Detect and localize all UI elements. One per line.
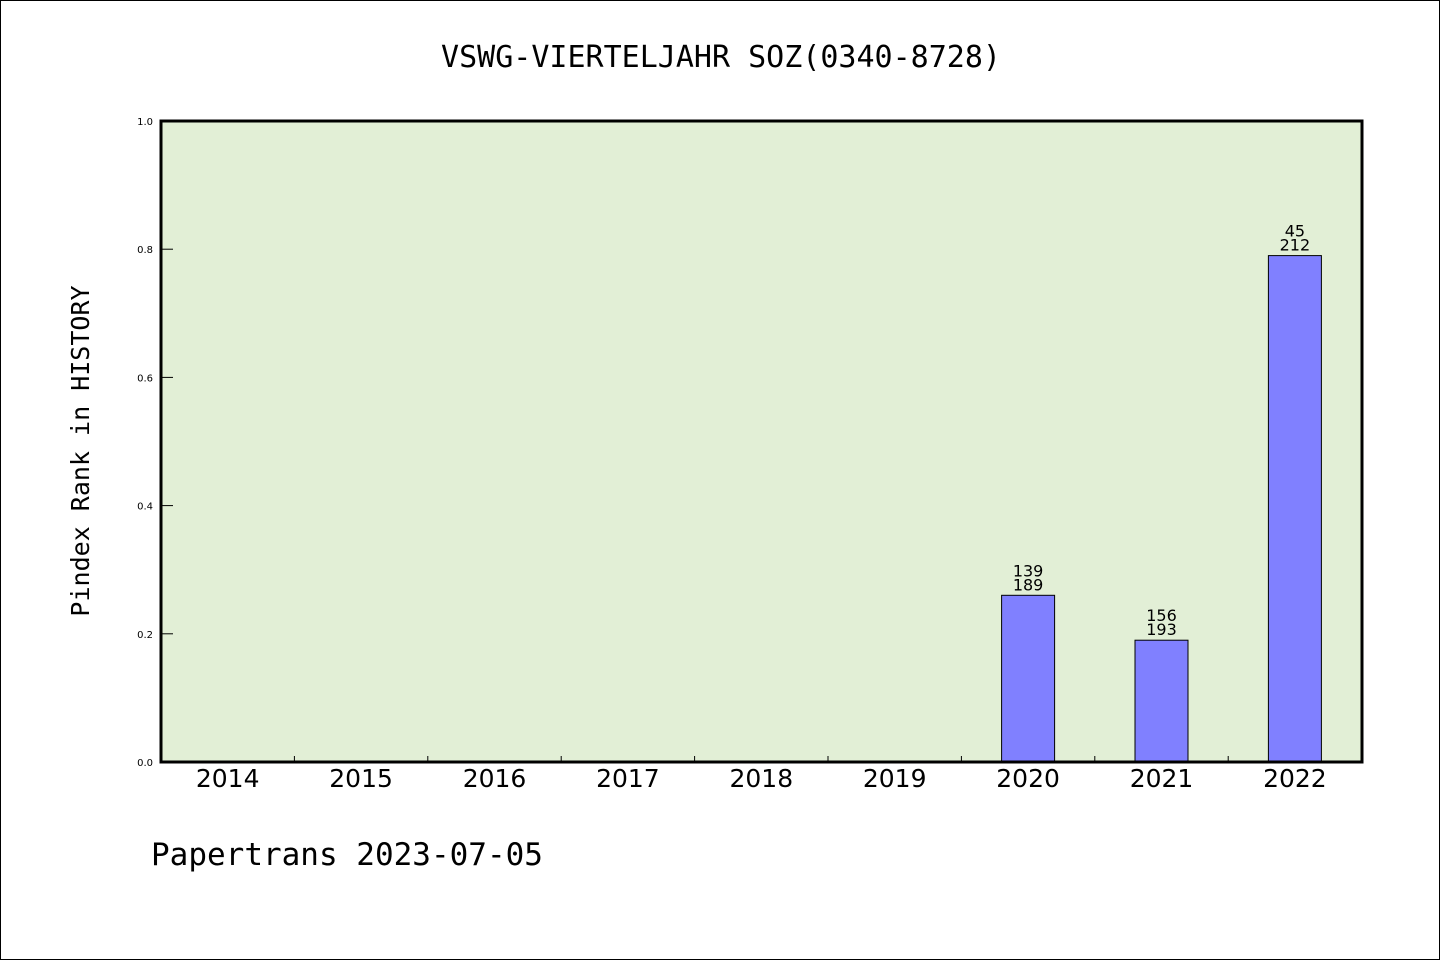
x-tick-label-2016: 2016 [463,764,527,793]
y-axis-label: Pindex Rank in HISTORY [66,285,95,616]
y-tick-label: 0.6 [137,373,153,384]
x-tick-label-2022: 2022 [1263,764,1327,793]
bar-label-rank-2022: 45 [1285,222,1305,241]
plot-border [159,119,1364,764]
bar-label-total-2021: 193 [1146,620,1177,639]
x-tick-label-2018: 2018 [729,764,793,793]
y-tick-label: 0.2 [137,630,153,641]
bar-label-rank-2021: 156 [1146,606,1177,625]
y-tick-label: 0.4 [137,502,153,513]
x-tick-label-2017: 2017 [596,764,660,793]
bar-2021 [1134,639,1189,763]
bar-label-total-2020: 189 [1013,575,1044,594]
x-tick-label-2019: 2019 [863,764,927,793]
bar-2022 [1267,255,1322,763]
footer-date-stamp: Papertrans 2023-07-05 [151,837,543,873]
x-tick-label-2015: 2015 [329,764,393,793]
x-tick-label-2020: 2020 [996,764,1060,793]
y-tick-label: 0.0 [137,758,153,769]
bar-2020 [1001,594,1056,763]
x-axis-ticks: 2014 2015 2016 2017 2018 2019 2020 2021 2022 [196,756,1327,793]
chart-title: VSWG-VIERTELJAHR SOZ(0340-8728) [441,40,1001,75]
y-axis-ticks: 0.0 0.2 0.4 0.6 0.8 1.0 [137,117,173,769]
x-tick-label-2014: 2014 [196,764,260,793]
bars-layer [1001,255,1322,763]
bar-label-rank-2020: 139 [1013,561,1044,580]
bar-label-total-2022: 212 [1280,236,1311,255]
y-tick-label: 1.0 [137,117,153,128]
y-tick-label: 0.8 [137,245,153,256]
x-tick-label-2021: 2021 [1130,764,1194,793]
